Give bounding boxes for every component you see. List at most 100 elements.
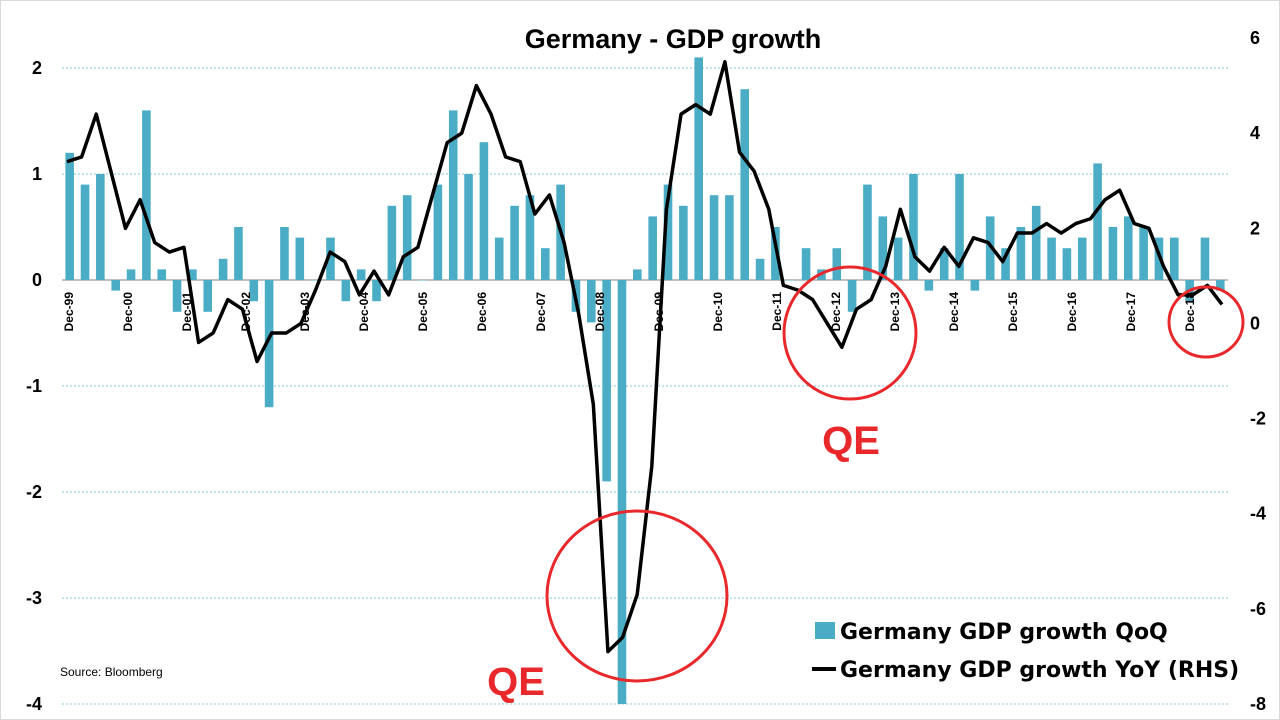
qoq-bar	[126, 269, 136, 280]
x-axis-tick-label: Dec-05	[416, 292, 430, 332]
qoq-bar	[633, 269, 642, 280]
x-axis-tick-label: Dec-02	[239, 292, 253, 332]
qoq-bar	[602, 280, 611, 482]
qoq-bar	[525, 195, 535, 280]
x-axis-tick-label: Dec-08	[593, 292, 607, 332]
x-axis-tick-label: Dec-09	[652, 292, 666, 332]
chart-title: Germany - GDP growth	[525, 24, 822, 54]
qoq-bar	[1001, 248, 1010, 280]
x-axis-tick-label: Dec-15	[1006, 292, 1020, 332]
qoq-bar	[479, 142, 489, 280]
qoq-bar	[402, 195, 412, 280]
qoq-bar	[310, 280, 320, 281]
qoq-bar	[1108, 227, 1118, 280]
right-axis-tick-label: -2	[1250, 409, 1266, 429]
right-axis-tick-label: -6	[1250, 599, 1266, 619]
qoq-bar	[433, 184, 443, 280]
x-axis-tick-label: Dec-12	[829, 292, 843, 332]
qoq-bar	[1123, 216, 1133, 280]
right-axis-tick-label: 0	[1250, 313, 1260, 333]
qoq-bar	[939, 248, 949, 280]
source-note: Source: Bloomberg	[60, 665, 163, 679]
right-y-axis: 6 4 2 0 -2 -4 -6 -8	[1250, 28, 1266, 714]
qoq-bar	[80, 184, 90, 280]
x-axis-tick-label: Dec-10	[711, 292, 725, 332]
qoq-bar	[1216, 280, 1225, 291]
qoq-bar	[648, 216, 657, 280]
qoq-bar	[418, 280, 427, 281]
right-axis-tick-label: -4	[1250, 504, 1266, 524]
left-axis-tick-label: 2	[32, 58, 42, 78]
qoq-bar	[985, 216, 995, 280]
x-axis-tick-label: Dec-01	[180, 292, 194, 332]
left-axis-tick-label: -4	[26, 694, 42, 714]
qoq-bar	[1031, 205, 1041, 280]
annotation-qe-2009: QE	[487, 660, 545, 704]
qoq-bar	[709, 195, 719, 280]
qoq-bar	[234, 227, 243, 280]
x-axis-tick-label: Dec-16	[1065, 292, 1079, 332]
qoq-bar	[663, 184, 673, 280]
qoq-bar	[617, 280, 627, 704]
qoq-bar	[786, 280, 796, 281]
qoq-bar	[771, 227, 780, 280]
qoq-bar	[1062, 248, 1072, 280]
qoq-bar	[295, 237, 305, 280]
yoy-line	[66, 60, 1224, 654]
qoq-bar	[1170, 237, 1179, 280]
x-axis-tick-label: Dec-14	[947, 292, 961, 332]
qoq-bar	[65, 152, 74, 280]
x-axis: Dec-99 Dec-00 Dec-01 Dec-02 Dec-03 Dec-04 Dec-…	[62, 292, 1197, 332]
left-axis-tick-label: -1	[26, 376, 42, 396]
qoq-bar	[679, 205, 688, 280]
left-axis-tick-label: 0	[32, 270, 42, 290]
right-axis-tick-label: 4	[1250, 123, 1260, 143]
bar-series	[65, 57, 1225, 704]
qoq-bar	[188, 269, 197, 280]
x-axis-tick-label: Dec-18	[1183, 292, 1197, 332]
qoq-bar	[924, 280, 934, 291]
qoq-bar	[96, 174, 105, 280]
qoq-bar	[464, 174, 473, 280]
left-axis-tick-label: 1	[32, 164, 42, 184]
x-axis-tick-label: Dec-04	[357, 292, 371, 332]
x-axis-tick-label: Dec-03	[298, 292, 312, 332]
qoq-bar	[587, 280, 596, 323]
x-axis-tick-label: Dec-99	[62, 292, 76, 332]
qoq-bar	[832, 248, 842, 280]
x-axis-tick-label: Dec-13	[888, 292, 902, 332]
qoq-bar	[280, 227, 289, 280]
qoq-bar	[955, 174, 964, 280]
qoq-bar	[1093, 163, 1102, 280]
annotation-qe-2012: QE	[822, 419, 880, 463]
x-axis-tick-label: Dec-11	[770, 292, 784, 331]
legend: Germany GDP growth QoQ Germany GDP growt…	[812, 620, 1239, 683]
line-series	[66, 60, 1224, 654]
qoq-bar	[356, 269, 366, 280]
legend-bar-label: Germany GDP growth QoQ	[840, 620, 1168, 645]
qoq-bar	[740, 89, 750, 280]
right-axis-tick-label: -8	[1250, 694, 1266, 714]
qoq-bar	[341, 280, 351, 302]
qoq-bar	[264, 280, 274, 408]
recent-circle-2018	[1167, 285, 1245, 359]
qoq-bar	[326, 237, 335, 280]
qe-circle-2012	[782, 265, 918, 401]
left-axis-tick-label: -3	[26, 588, 42, 608]
qoq-bar	[1139, 227, 1148, 280]
x-axis-tick-label: Dec-17	[1124, 292, 1138, 332]
qoq-bar	[540, 248, 550, 280]
qoq-bar	[1077, 237, 1087, 280]
qoq-bar	[448, 110, 458, 281]
qoq-bar	[755, 258, 765, 280]
x-axis-tick-label: Dec-07	[534, 292, 548, 332]
qoq-bar	[249, 280, 259, 302]
right-axis-tick-label: 6	[1250, 28, 1260, 48]
qoq-bar	[893, 237, 903, 280]
qoq-bar	[878, 216, 888, 280]
right-axis-tick-label: 2	[1250, 218, 1260, 238]
qoq-bar	[1200, 237, 1210, 280]
qoq-bar	[847, 280, 857, 312]
